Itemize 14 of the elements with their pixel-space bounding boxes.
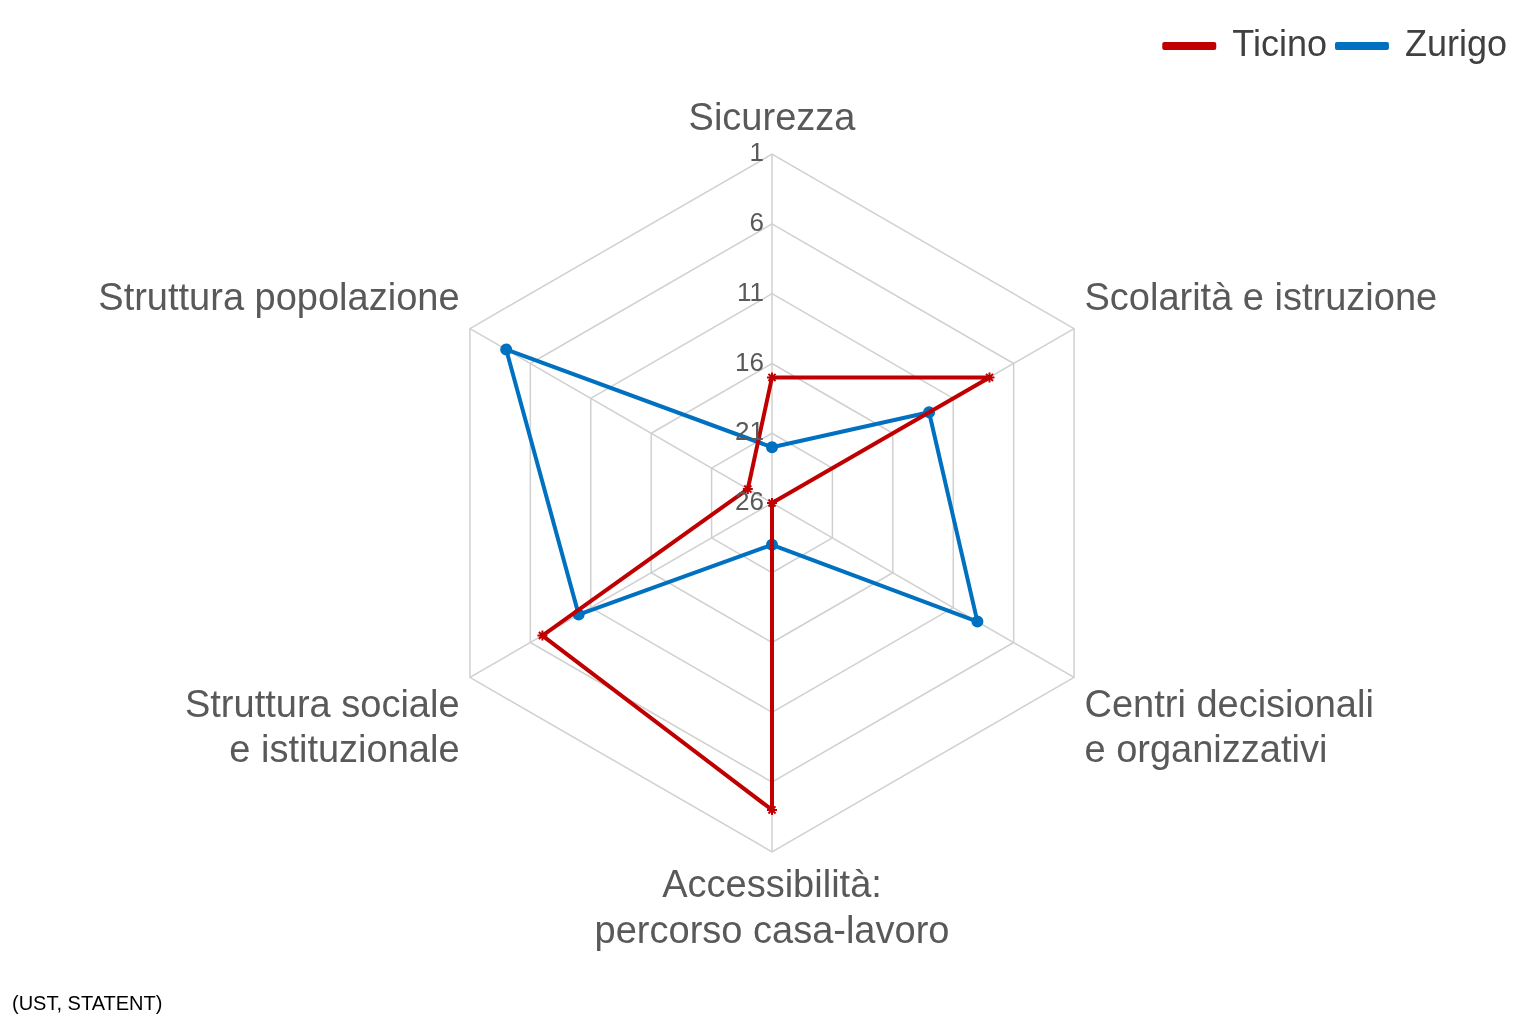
y-tick-label: 1 [749,137,764,168]
y-tick-label: 26 [735,486,764,517]
y-tick-label: 11 [737,276,764,307]
legend-label: Zurigo [1404,22,1508,64]
spoke-label: Centri decisionali e organizzativi [1084,682,1374,771]
text: (UST, STATENT) [12,991,163,1014]
y-tick-label: 16 [735,346,764,377]
spoke-label: Struttura sociale e istituzionale [184,682,460,771]
y-tick-label: 6 [749,207,764,238]
spoke-label: Accessibilità: percorso casa-lavoro [594,863,950,951]
spoke-label: Sicurezza [688,95,857,138]
legend-label: Ticino [1232,22,1327,64]
spoke-label: Struttura popolazione [98,276,460,319]
spoke-label: Scolarità e istruzione [1084,276,1438,319]
